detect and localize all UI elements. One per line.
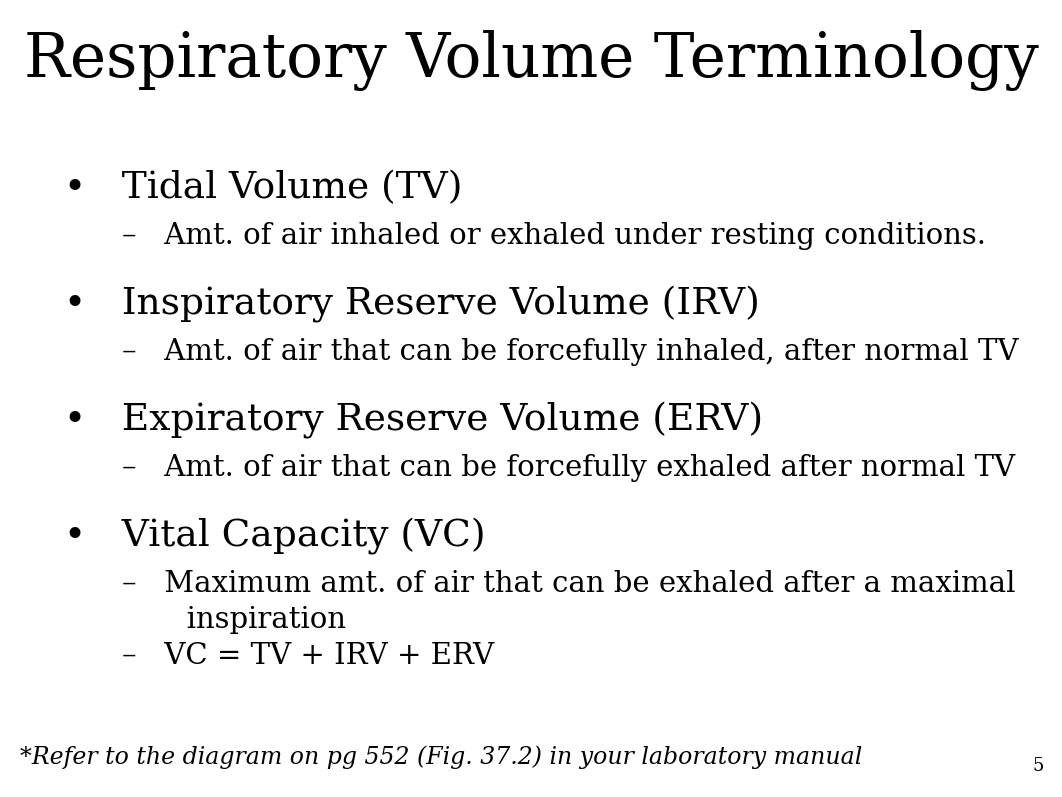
Text: •   Inspiratory Reserve Volume (IRV): • Inspiratory Reserve Volume (IRV) bbox=[64, 286, 759, 323]
Text: inspiration: inspiration bbox=[122, 606, 346, 634]
Text: –   Amt. of air that can be forcefully exhaled after normal TV: – Amt. of air that can be forcefully exh… bbox=[122, 454, 1015, 482]
Text: •   Expiratory Reserve Volume (ERV): • Expiratory Reserve Volume (ERV) bbox=[64, 402, 763, 439]
Text: 5: 5 bbox=[1032, 757, 1044, 775]
Text: –   VC = TV + IRV + ERV: – VC = TV + IRV + ERV bbox=[122, 642, 494, 670]
Text: •   Vital Capacity (VC): • Vital Capacity (VC) bbox=[64, 518, 485, 555]
Text: –   Amt. of air that can be forcefully inhaled, after normal TV: – Amt. of air that can be forcefully inh… bbox=[122, 338, 1018, 366]
Text: Respiratory Volume Terminology: Respiratory Volume Terminology bbox=[23, 30, 1039, 91]
Text: –   Maximum amt. of air that can be exhaled after a maximal: – Maximum amt. of air that can be exhale… bbox=[122, 570, 1015, 598]
Text: •   Tidal Volume (TV): • Tidal Volume (TV) bbox=[64, 170, 462, 206]
Text: *Refer to the diagram on pg 552 (Fig. 37.2) in your laboratory manual: *Refer to the diagram on pg 552 (Fig. 37… bbox=[20, 745, 862, 769]
Text: –   Amt. of air inhaled or exhaled under resting conditions.: – Amt. of air inhaled or exhaled under r… bbox=[122, 222, 987, 250]
